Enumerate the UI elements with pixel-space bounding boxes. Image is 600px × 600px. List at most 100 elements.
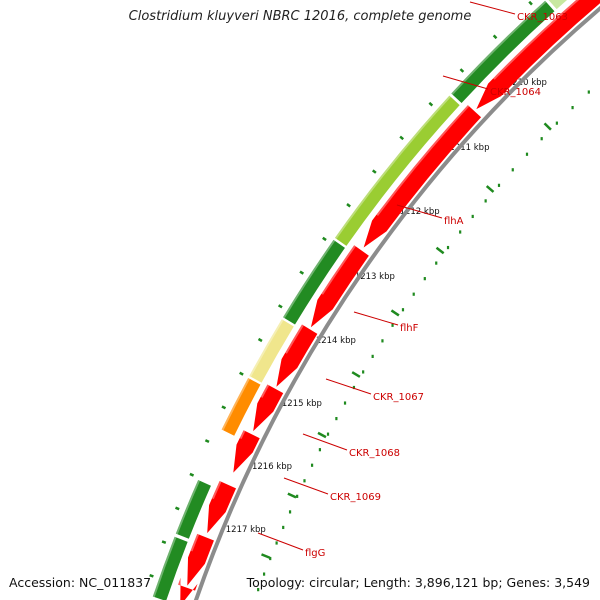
minor-tick [540,137,543,141]
gene-red-7-highlight [211,481,222,500]
minor-tick [282,525,285,530]
major-tick [390,309,400,317]
scale-tick-label: 1211 kbp [449,143,489,153]
gene-fwd-ckr-1067 [249,319,294,383]
outer-tick [204,439,210,444]
outer-tick [277,304,283,309]
outer-tick [371,169,377,174]
minor-tick [381,339,384,343]
minor-tick [571,105,574,110]
gene-red-8 [187,533,214,586]
minor-tick [497,183,501,187]
minor-tick [257,588,260,592]
gene-label: CKR_1063 [517,12,568,23]
gene-red-2 [363,105,482,248]
gene-label-leader [283,477,329,495]
major-tick [351,371,361,378]
gene-fwd-next [152,536,188,600]
gene-label: flhA [444,216,464,227]
gene-fwd-flha [334,95,460,246]
gene-label: CKR_1064 [490,87,541,98]
major-tick [485,185,495,193]
gene-red-9 [178,577,198,600]
gene-fwd-next-highlight [152,536,177,598]
minor-tick [555,121,558,125]
outer-tick [322,236,327,242]
scale-tick-label: 1210 kbp [507,78,547,88]
gene-red-6-highlight [239,430,246,439]
minor-tick [587,90,590,94]
gene-label: CKR_1067 [373,392,424,403]
minor-tick [401,308,405,312]
minor-tick [484,199,487,203]
minor-tick [446,245,450,250]
minor-tick [335,416,338,421]
gene-label-leader [325,378,372,395]
gene-label-leader [302,433,348,451]
outer-tick [221,405,227,410]
gene-fwd-ckr-1067-highlight [249,319,284,377]
minor-tick [310,463,314,467]
gene-fwd-flgg [175,480,211,539]
outer-tick [528,0,533,6]
gene-fwd-ckr-1064b-highlight [451,0,547,95]
gene-label-leader [396,204,443,219]
gene-red-8-highlight [190,533,200,552]
genome-summary-text: Topology: circular; Length: 3,896,121 bp… [246,575,590,590]
outer-tick [149,573,154,578]
outer-tick [428,101,434,107]
gene-red-4-highlight [285,324,304,354]
gene-red-2-highlight [376,105,470,216]
outer-tick [189,472,195,477]
minor-tick [371,354,374,358]
outer-tick [492,34,498,40]
gene-label: CKR_1069 [330,492,381,503]
minor-tick [423,277,426,281]
major-tick [287,492,297,499]
scale-tick-label: 1213 kbp [355,272,395,282]
minor-tick [343,401,347,405]
gene-red-5-highlight [260,384,270,398]
gene-fwd-ckr-1064b [451,0,555,104]
map-title: Clostridium kluyveri NBRC 12016, complet… [128,9,472,24]
gene-red-4 [276,324,318,387]
minor-tick [269,556,272,561]
gene-label-leader [353,311,399,326]
scale-tick-label: 1214 kbp [316,336,356,346]
minor-tick [362,370,365,374]
outer-tick [299,270,305,275]
gene-red-5 [253,384,284,432]
minor-tick [525,152,529,156]
gene-red-1-highlight [493,0,580,80]
outer-tick [459,68,465,73]
minor-tick [511,168,514,172]
minor-tick [326,432,330,436]
major-tick [317,431,327,439]
minor-tick [303,479,306,483]
outer-tick [346,203,351,208]
gene-red-3-highlight [321,245,356,295]
gene-fwd-ckr-1068 [221,378,261,436]
gene-fwd-flgg-highlight [175,480,200,535]
gene-fwd-ckr-1064 [548,0,568,10]
scale-tick-label: 1215 kbp [282,399,322,409]
gene-red-1 [476,0,600,110]
minor-tick [459,230,462,234]
outer-tick [175,506,180,511]
gene-labels: CKR_1063 CKR_1064 flhA flhF CKR_1067 CKR_1068… [257,1,568,559]
gene-label-leader [469,1,516,15]
outer-tick [161,540,167,544]
gene-red-7 [207,481,237,534]
minor-tick [262,572,266,576]
minor-tick [296,494,299,498]
scale-tick-label: 1216 kbp [252,462,292,472]
backbone-arc [193,5,600,600]
gene-label: flhF [400,323,419,334]
gene-label: CKR_1068 [349,448,400,459]
gene-red-9-highlight [178,570,185,586]
backbone-line [193,5,600,600]
gene-fwd-flhf-highlight [283,239,336,319]
